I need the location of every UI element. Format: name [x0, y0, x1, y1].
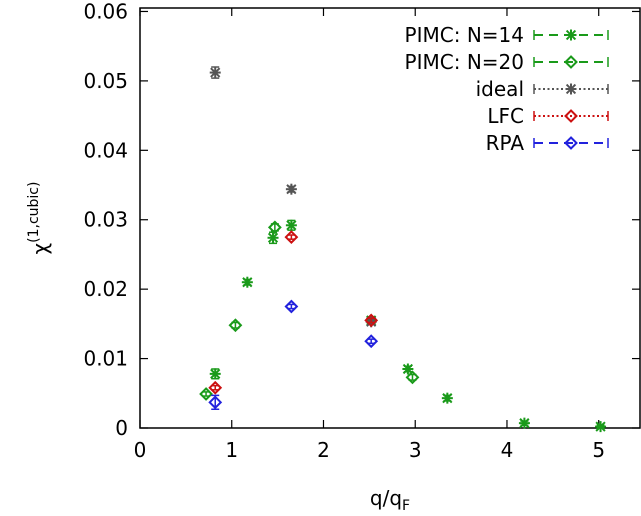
y-tick-label: 0	[115, 416, 128, 440]
series-0	[209, 219, 607, 433]
legend-label: PIMC: N=14	[405, 23, 524, 47]
data-point	[405, 370, 420, 385]
data-point	[267, 220, 282, 235]
data-point	[208, 380, 223, 395]
data-point	[209, 368, 221, 380]
series-3	[208, 230, 379, 395]
legend-label: PIMC: N=20	[405, 50, 524, 74]
legend-item: PIMC: N=14	[405, 23, 609, 47]
data-point	[208, 395, 223, 410]
y-tick-label: 0.04	[83, 138, 128, 162]
y-tick-label: 0.02	[83, 277, 128, 301]
legend-marker	[565, 29, 577, 41]
x-axis-title: q/qF	[370, 486, 410, 514]
x-tick-label: 0	[134, 438, 147, 462]
data-point	[267, 232, 279, 244]
x-tick-label: 3	[409, 438, 422, 462]
legend: PIMC: N=14 PIMC: N=20 ideal LFC RPA	[405, 23, 609, 155]
data-point	[595, 421, 607, 433]
legend-marker	[565, 83, 577, 95]
data-point	[228, 318, 243, 333]
data-point	[364, 334, 379, 349]
data-point	[518, 417, 530, 429]
series-2	[209, 66, 377, 328]
y-tick-label: 0.06	[83, 0, 128, 23]
data-point	[284, 299, 299, 314]
data-point	[284, 230, 299, 245]
legend-item: RPA	[486, 131, 609, 155]
y-tick-label: 0.01	[83, 347, 128, 371]
y-axis-title: χ(1,cubic)	[26, 182, 52, 255]
data-point	[441, 392, 453, 404]
data-point	[241, 276, 253, 288]
legend-item: ideal	[476, 77, 609, 101]
y-tick-label: 0.03	[83, 208, 128, 232]
x-tick-label: 4	[501, 438, 514, 462]
legend-label: RPA	[486, 131, 525, 155]
data-point	[402, 363, 414, 375]
axis-ticks: 0 1 2 3 4 5 0 0.01 0.02 0.03 0.04 0.05 0.06	[83, 0, 640, 462]
legend-label: LFC	[487, 104, 524, 128]
y-tick-label: 0.05	[83, 69, 128, 93]
data-point	[364, 313, 379, 328]
legend-marker	[564, 109, 578, 123]
legend-marker	[564, 136, 578, 150]
data-marks	[199, 66, 607, 433]
legend-item: PIMC: N=20	[405, 50, 609, 74]
series-1	[199, 220, 420, 401]
x-tick-label: 1	[225, 438, 238, 462]
data-point	[209, 67, 221, 79]
plot-frame	[139, 7, 641, 429]
legend-label: ideal	[476, 77, 524, 101]
legend-marker	[564, 55, 578, 69]
data-point	[285, 219, 297, 231]
legend-item: LFC	[487, 104, 609, 128]
series-4	[208, 299, 379, 411]
data-point	[285, 183, 297, 195]
x-tick-label: 5	[592, 438, 605, 462]
data-point	[199, 387, 213, 401]
x-tick-label: 2	[317, 438, 330, 462]
